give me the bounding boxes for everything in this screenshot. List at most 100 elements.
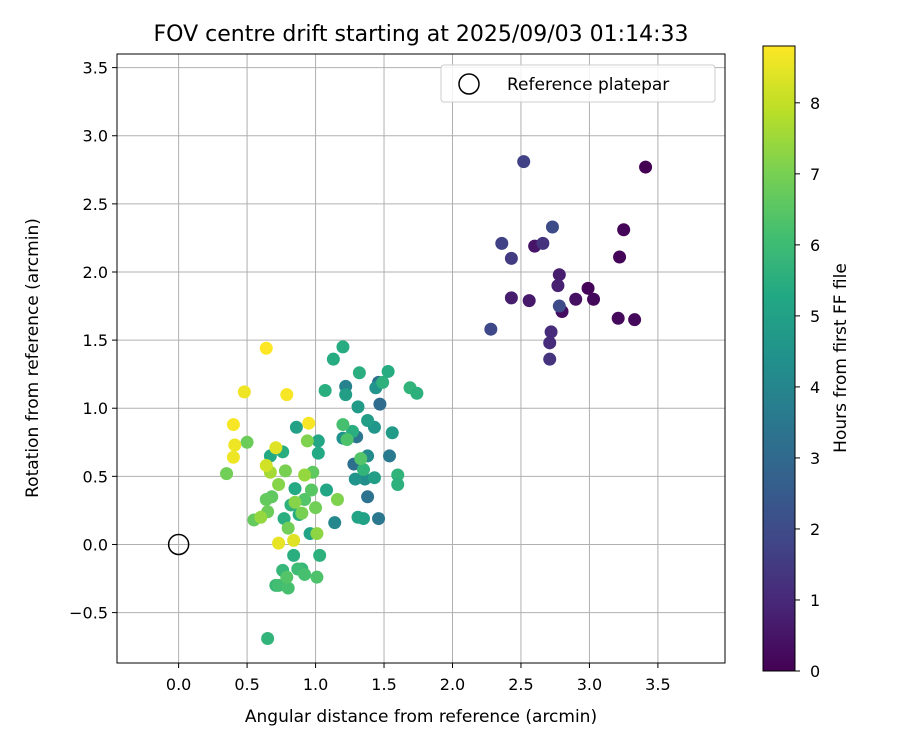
- scatter-point: [281, 581, 295, 595]
- scatter-point: [352, 366, 366, 380]
- scatter-point: [330, 493, 344, 507]
- legend: Reference platepar: [440, 64, 716, 103]
- legend-label-reference: Reference platepar: [507, 75, 669, 95]
- scatter-point: [254, 510, 268, 524]
- scatter-point: [373, 397, 387, 411]
- x-tick-label: 0.5: [234, 675, 259, 694]
- scatter-point: [613, 250, 627, 264]
- scatter-point: [310, 527, 324, 541]
- scatter-point: [228, 438, 242, 452]
- scatter-point: [240, 435, 254, 449]
- scatter-point: [391, 478, 405, 492]
- scatter-point: [385, 426, 399, 440]
- scatter-point: [356, 463, 370, 477]
- axes-frame: [116, 53, 726, 664]
- scatter-point: [543, 352, 557, 366]
- scatter-point: [611, 311, 625, 325]
- y-tick-label: 1.5: [83, 331, 108, 350]
- colorbar-tick-label: 7: [810, 165, 820, 184]
- x-tick-label: 2.0: [440, 675, 465, 694]
- scatter-point: [295, 506, 309, 520]
- y-axis-label: Rotation from reference (arcmin): [23, 218, 43, 498]
- colorbar-tick-label: 2: [810, 520, 820, 539]
- colorbar-tick-label: 1: [810, 591, 820, 610]
- scatter-point: [281, 521, 295, 535]
- x-axis-label: Angular distance from reference (arcmin): [245, 707, 597, 727]
- scatter-point: [504, 251, 518, 265]
- scatter-point: [259, 458, 273, 472]
- y-tick-label: 1.0: [83, 399, 108, 418]
- scatter-point: [272, 478, 286, 492]
- scatter-point: [237, 385, 251, 399]
- scatter-point: [551, 279, 565, 293]
- y-tick-label: 3.5: [83, 59, 108, 78]
- scatter-point: [288, 482, 302, 496]
- y-tick-label: 2.0: [83, 263, 108, 282]
- scatter-point: [272, 536, 286, 550]
- colorbar-gradient: [762, 45, 796, 672]
- scatter-point: [287, 533, 301, 547]
- colorbar: 0 1 2 3 4 5 6 7 8: [762, 45, 820, 681]
- scatter-point: [543, 336, 557, 350]
- scatter-point: [381, 364, 395, 378]
- scatter-point: [259, 493, 273, 507]
- colorbar-tick-label: 0: [810, 662, 820, 681]
- scatter-point: [587, 292, 601, 306]
- x-tick-label: 1.5: [371, 675, 396, 694]
- scatter-point: [310, 570, 324, 584]
- colorbar-tick-label: 8: [810, 94, 820, 113]
- scatter-point: [313, 548, 327, 562]
- colorbar-tick-label: 5: [810, 307, 820, 326]
- scatter-point: [339, 388, 353, 402]
- x-tick-label: 3.0: [577, 675, 602, 694]
- scatter-point: [391, 468, 405, 482]
- scatter-point: [354, 452, 368, 466]
- colorbar-tick-label: 6: [810, 236, 820, 255]
- y-tick-label: 3.0: [83, 127, 108, 146]
- scatter-point: [410, 386, 424, 400]
- y-tick-label: 0.5: [83, 467, 108, 486]
- scatter-point: [269, 441, 283, 455]
- scatter-point: [280, 388, 294, 402]
- scatter-point: [367, 471, 381, 485]
- scatter-point: [287, 548, 301, 562]
- scatter-point: [628, 313, 642, 327]
- scatter-point: [372, 512, 386, 526]
- scatter-point: [351, 510, 365, 524]
- y-tick-label: −0.5: [69, 604, 108, 623]
- legend-marker-reference: [458, 73, 480, 95]
- x-tick-label: 0.0: [166, 675, 191, 694]
- chart-title: FOV centre drift starting at 2025/09/03 …: [154, 22, 689, 47]
- scatter-point: [220, 467, 234, 481]
- scatter-point: [318, 384, 332, 398]
- scatter-point: [383, 449, 397, 463]
- scatter-point: [336, 340, 350, 354]
- legend-box: [440, 64, 716, 103]
- scatter-point: [361, 490, 375, 504]
- scatter-point: [552, 299, 566, 313]
- scatter-point: [278, 464, 292, 478]
- scatter-point: [348, 472, 362, 486]
- scatter-point: [517, 155, 531, 169]
- scatter-point: [304, 483, 318, 497]
- scatter-point: [495, 236, 509, 250]
- scatter-point: [298, 567, 312, 581]
- scatter-point: [336, 418, 350, 432]
- scatter-point: [226, 450, 240, 464]
- x-tick-label: 1.0: [303, 675, 328, 694]
- scatter-point: [320, 483, 334, 497]
- scatter-point: [261, 631, 275, 645]
- scatter-point: [569, 292, 583, 306]
- scatter-point: [536, 236, 550, 250]
- scatter-point: [545, 220, 559, 234]
- scatter-point: [300, 434, 314, 448]
- scatter-point: [617, 223, 631, 237]
- y-tick-label: 2.5: [83, 195, 108, 214]
- colorbar-tick-label: 3: [810, 449, 820, 468]
- scatter-point: [376, 375, 390, 389]
- scatter-point: [311, 446, 325, 460]
- scatter-point: [351, 400, 365, 414]
- x-tick-label: 2.5: [508, 675, 533, 694]
- scatter-point: [544, 325, 558, 339]
